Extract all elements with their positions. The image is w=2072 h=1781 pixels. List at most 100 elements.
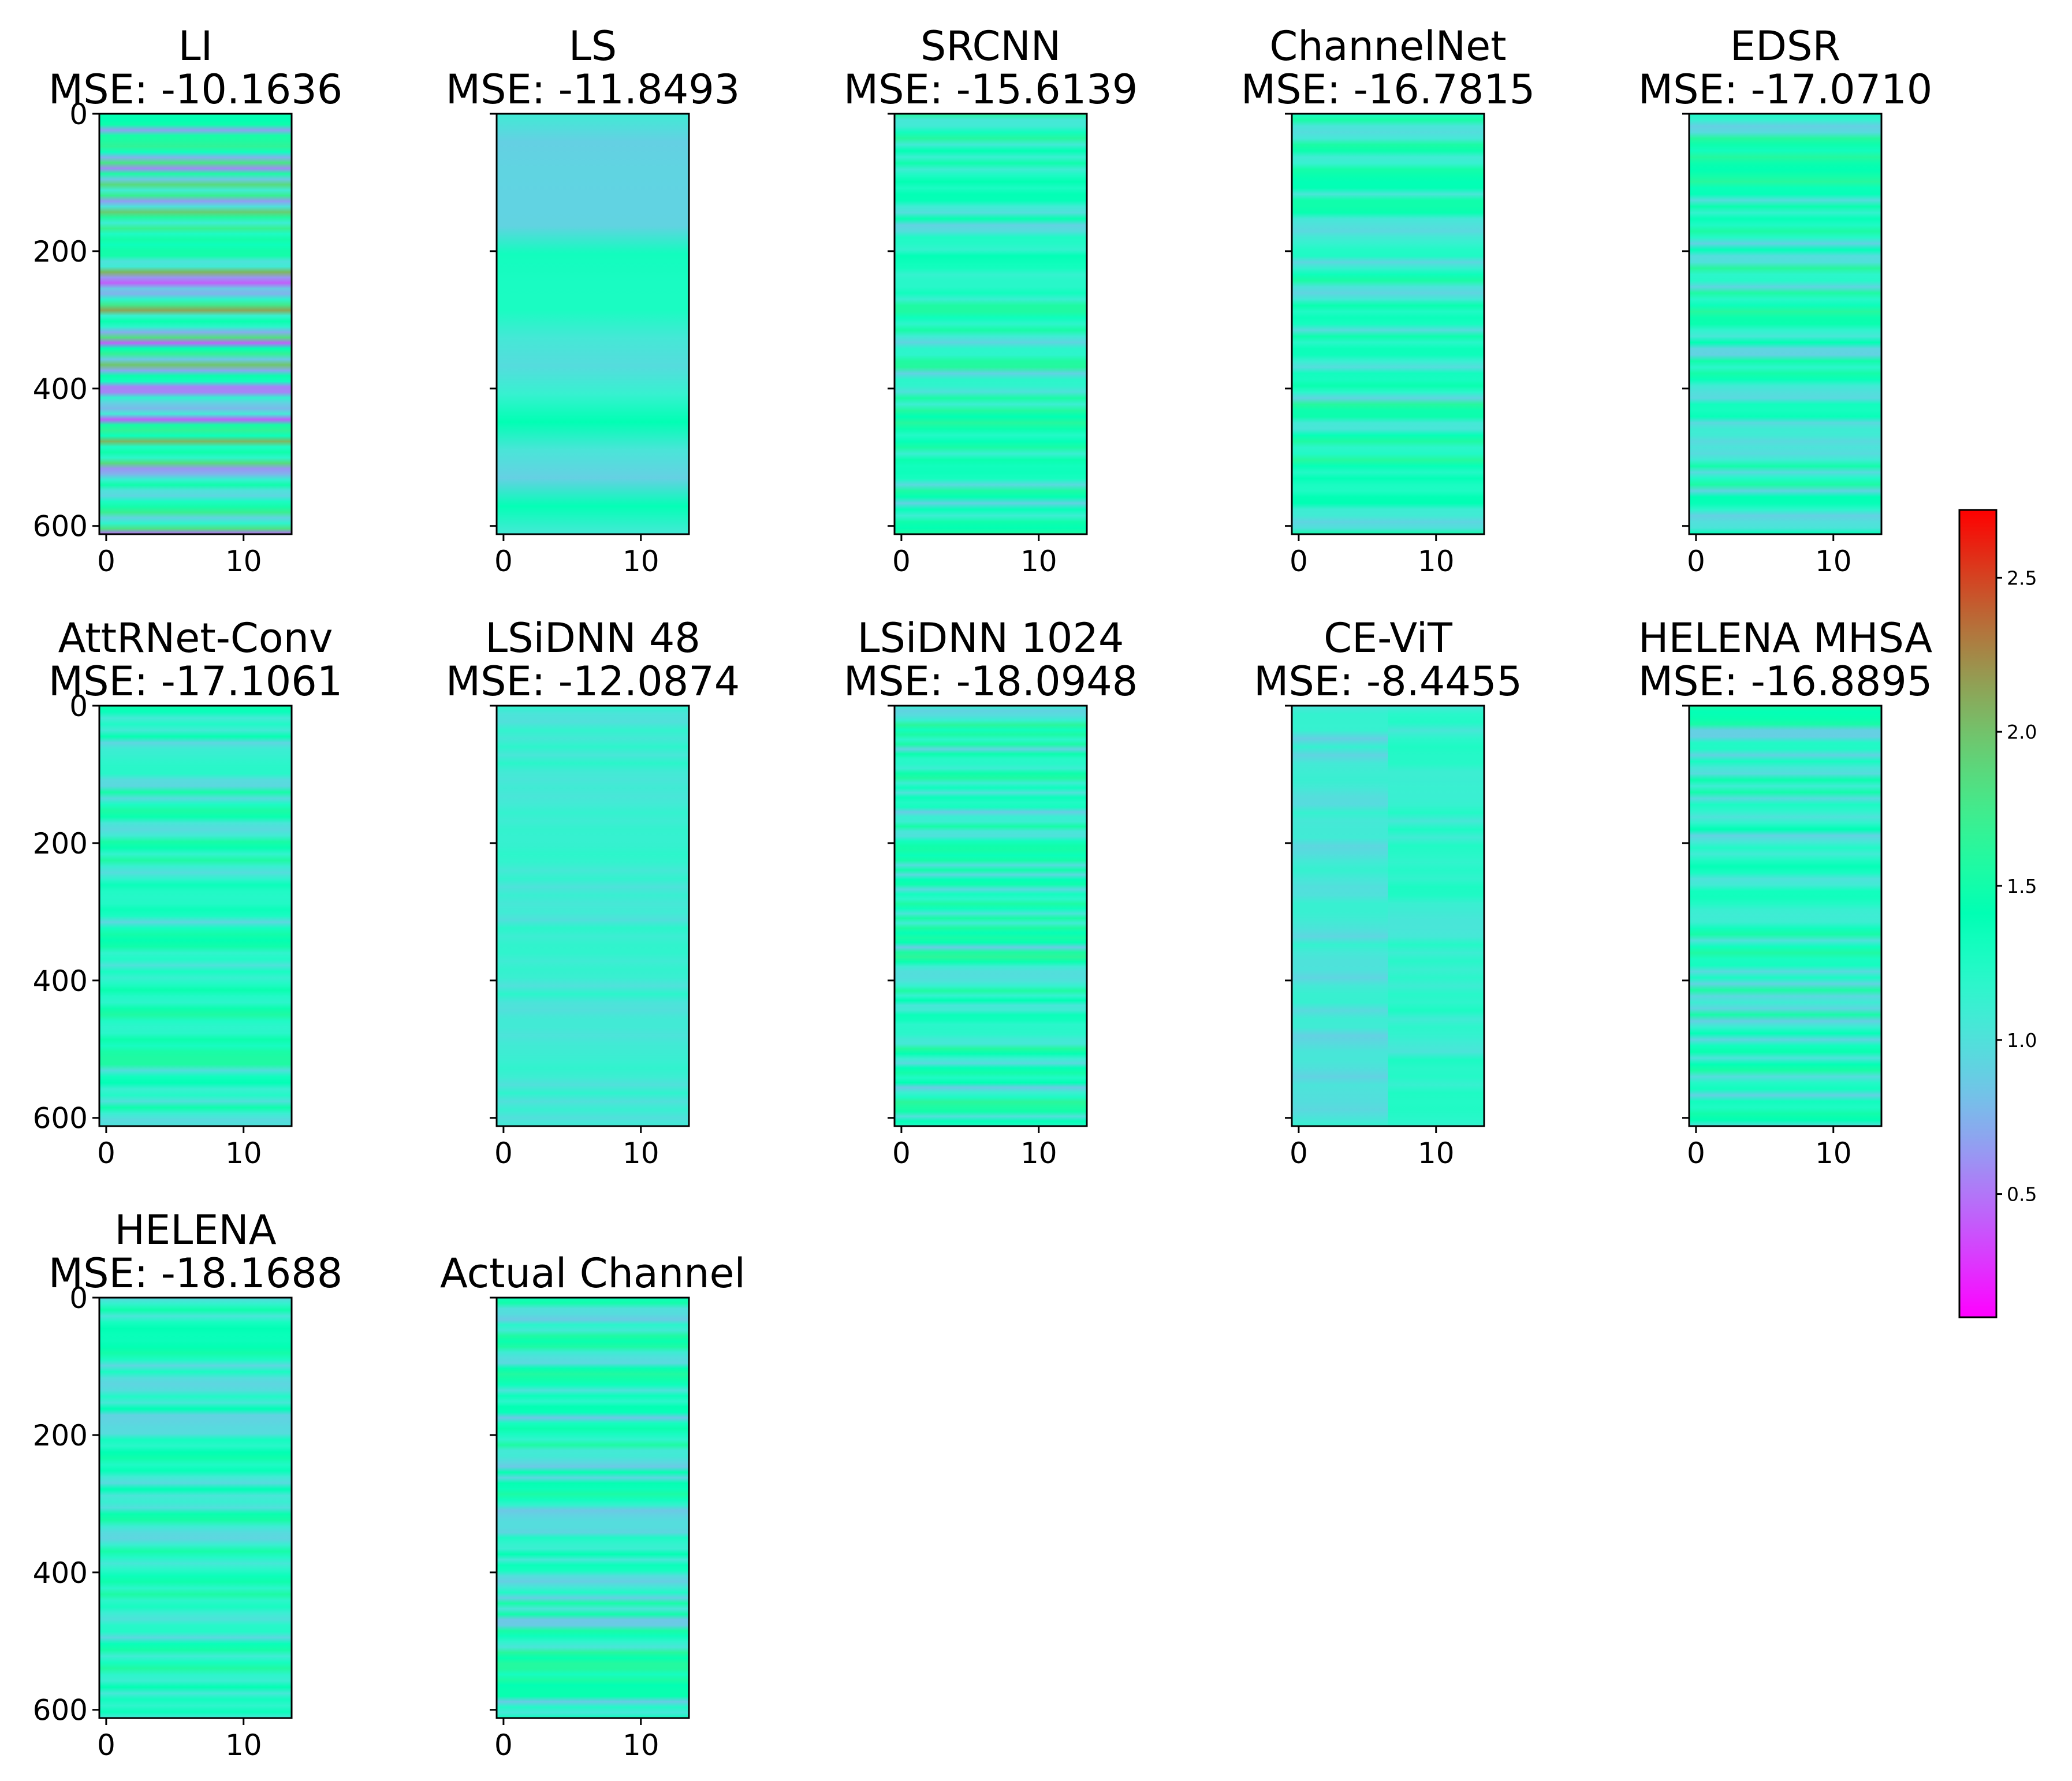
x-tick-label: 0	[892, 545, 911, 578]
x-tick-label: 0	[1687, 545, 1705, 578]
x-tick-label: 10	[1418, 1137, 1455, 1170]
heatmap-image	[895, 706, 1087, 1126]
x-tick-label: 0	[494, 1137, 513, 1170]
x-tick-label: 10	[225, 1137, 262, 1170]
x-tick-label: 0	[892, 1137, 911, 1170]
axes-frame	[893, 705, 1088, 1127]
axes-frame	[495, 113, 690, 535]
y-tick-label: 400	[33, 372, 88, 406]
y-tick-label: 600	[33, 1102, 88, 1135]
panel-mse-label: MSE: -11.8493	[446, 66, 740, 113]
x-tick-label: 0	[97, 1137, 115, 1170]
panel-title: HELENA	[114, 1206, 276, 1254]
axes-frame	[1291, 113, 1485, 535]
colorbar-tick-label: 2.5	[2007, 567, 2037, 589]
x-tick-label: 0	[1290, 545, 1308, 578]
axes-frame	[98, 705, 293, 1127]
heatmap-image	[497, 114, 689, 534]
colorbar-gradient	[1959, 510, 1996, 1317]
panel-title: EDSR	[1730, 23, 1840, 70]
panel-actual-channel: Actual Channel 0 10	[440, 1250, 746, 1762]
axes-frame	[1688, 113, 1883, 535]
panel-mse-label: MSE: -17.1061	[49, 658, 343, 705]
x-tick-label: 10	[623, 1137, 659, 1170]
axes-frame	[495, 705, 690, 1127]
y-tick-label: 200	[33, 1419, 88, 1452]
y-tick-label: 600	[33, 510, 88, 543]
x-tick-label: 10	[225, 1728, 262, 1762]
axes-frame	[98, 1296, 293, 1719]
y-tick-label: 0	[69, 98, 88, 131]
colorbar: 0.5 1.0 1.5 2.0 2.5	[1958, 509, 2037, 1318]
heatmap-image	[497, 706, 689, 1126]
axes-frame	[495, 1296, 690, 1719]
panel-title: LSiDNN 1024	[858, 614, 1124, 662]
heatmap-image	[99, 114, 292, 534]
panel-title: CE-ViT	[1324, 614, 1452, 662]
x-tick-label: 10	[1815, 545, 1852, 578]
panel-mse-label: MSE: -12.0874	[446, 658, 740, 705]
panel-mse-label: MSE: -17.0710	[1638, 66, 1933, 113]
heatmap-image	[895, 114, 1087, 534]
heatmap-image	[1689, 114, 1881, 534]
y-tick-label: 400	[33, 1556, 88, 1590]
x-tick-label: 10	[623, 545, 659, 578]
x-tick-label: 0	[494, 1728, 513, 1762]
panel-title: SRCNN	[921, 23, 1061, 70]
panel-title: LSiDNN 48	[485, 614, 700, 662]
colorbar-tick-label: 1.0	[2007, 1029, 2037, 1052]
axes-frame	[1688, 705, 1883, 1127]
axes-frame	[98, 113, 293, 535]
x-tick-label: 0	[1687, 1137, 1705, 1170]
x-tick-label: 10	[1815, 1137, 1852, 1170]
panel-mse-label: MSE: -8.4455	[1254, 658, 1522, 705]
colorbar-tick-label: 0.5	[2007, 1183, 2037, 1206]
x-tick-label: 10	[1418, 545, 1455, 578]
x-tick-label: 0	[97, 545, 115, 578]
panel-mse-label: MSE: -10.1636	[49, 66, 343, 113]
x-tick-label: 10	[623, 1728, 659, 1762]
panel-mse-label: MSE: -18.1688	[49, 1250, 343, 1297]
heatmap-image	[1292, 114, 1484, 534]
x-tick-label: 10	[225, 545, 262, 578]
heatmap-image	[1689, 706, 1881, 1126]
panel-title: ChannelNet	[1269, 23, 1506, 70]
panel-title: Actual Channel	[440, 1250, 746, 1297]
heatmap-image	[99, 706, 292, 1126]
x-tick-label: 0	[97, 1728, 115, 1762]
x-tick-label: 10	[1020, 1137, 1057, 1170]
y-tick-label: 600	[33, 1694, 88, 1727]
heatmap-image-right-half	[1388, 706, 1484, 1126]
y-tick-label: 400	[33, 964, 88, 998]
y-tick-label: 200	[33, 827, 88, 860]
y-tick-label: 200	[33, 235, 88, 269]
x-tick-label: 0	[1290, 1137, 1308, 1170]
panel-mse-label: MSE: -16.8895	[1638, 658, 1933, 705]
x-tick-label: 0	[494, 545, 513, 578]
colorbar-tick-label: 1.5	[2007, 875, 2037, 897]
panel-title: HELENA MHSA	[1638, 614, 1932, 662]
heatmap-image	[99, 1298, 292, 1718]
panel-title: AttRNet-Conv	[58, 614, 333, 662]
y-tick-label: 0	[69, 690, 88, 723]
axes-frame	[893, 113, 1088, 535]
panel-mse-label: MSE: -18.0948	[844, 658, 1138, 705]
panel-title: LS	[569, 23, 617, 70]
axes-frame	[1291, 705, 1485, 1127]
x-tick-label: 10	[1020, 545, 1057, 578]
panel-mse-label: MSE: -16.7815	[1241, 66, 1536, 113]
heatmap-image	[497, 1298, 689, 1718]
y-tick-label: 0	[69, 1281, 88, 1315]
colorbar-frame	[1958, 509, 1998, 1318]
